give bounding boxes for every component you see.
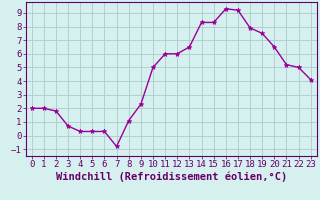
X-axis label: Windchill (Refroidissement éolien,°C): Windchill (Refroidissement éolien,°C) (56, 172, 287, 182)
